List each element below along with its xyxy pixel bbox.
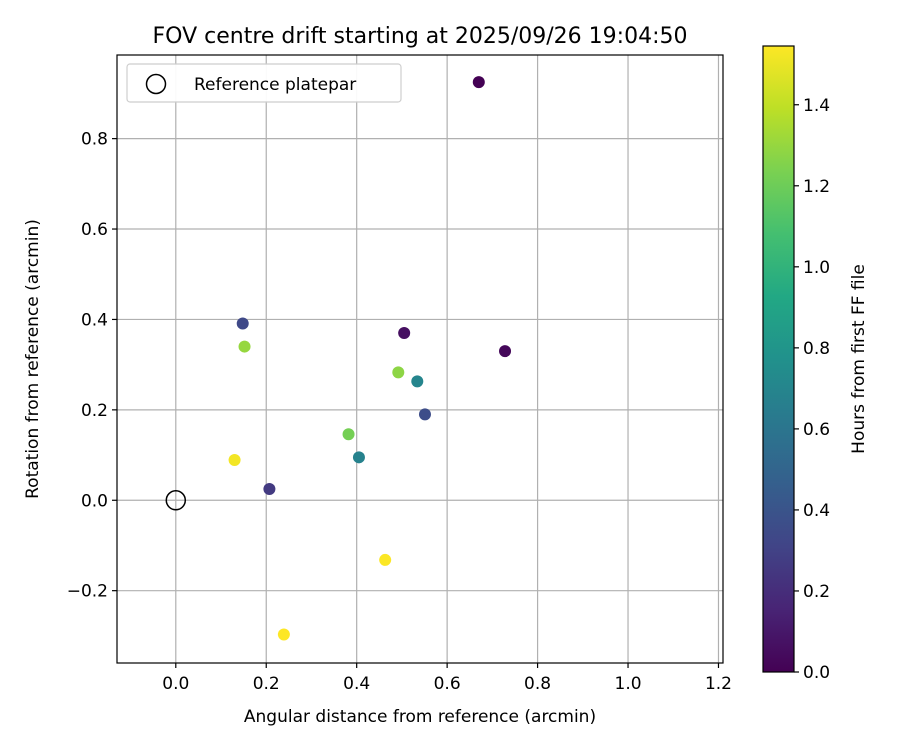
y-tick-label: 0.2 [81, 401, 108, 421]
x-tick-label: 1.2 [705, 674, 732, 694]
scatter-point [398, 327, 411, 340]
y-tick-label: 0.6 [81, 220, 108, 240]
x-tick-label: 0.0 [162, 674, 189, 694]
scatter-point [392, 366, 405, 379]
chart-title: FOV centre drift starting at 2025/09/26 … [153, 24, 688, 49]
legend-label: Reference platepar [194, 75, 356, 95]
data-points [228, 76, 512, 641]
legend-marker-icon [145, 73, 167, 95]
scatter-point [352, 451, 365, 464]
colorbar-tick-label: 0.0 [803, 663, 830, 683]
x-tick-label: 0.4 [343, 674, 370, 694]
scatter-point [499, 345, 512, 358]
x-tick-label: 0.2 [253, 674, 280, 694]
y-tick-label: 0.4 [81, 310, 108, 330]
x-axis-label: Angular distance from reference (arcmin) [244, 707, 596, 727]
y-axis-ticks: −0.2 0.0 0.2 0.4 0.6 0.8 [67, 130, 117, 602]
colorbar: 0.0 0.2 0.4 0.6 0.8 1.0 1.2 1.4 Hours from firs… [762, 45, 869, 683]
legend: Reference platepar [126, 63, 402, 103]
scatter-point [342, 428, 355, 441]
scatter-point [411, 375, 424, 388]
colorbar-tick-label: 0.8 [803, 339, 830, 359]
y-tick-label: 0.8 [81, 130, 108, 150]
scatter-point [236, 317, 249, 330]
colorbar-tick-label: 1.2 [803, 177, 830, 197]
plot-frame [116, 54, 724, 664]
colorbar-tick-label: 0.2 [803, 582, 830, 602]
x-axis-ticks: 0.0 0.2 0.4 0.6 0.8 1.0 1.2 [162, 663, 732, 694]
x-tick-label: 0.6 [434, 674, 461, 694]
x-tick-label: 1.0 [615, 674, 642, 694]
colorbar-tick-label: 1.0 [803, 258, 830, 278]
scatter-point [379, 553, 392, 566]
y-axis-label: Rotation from reference (arcmin) [23, 219, 43, 499]
scatter-point [238, 340, 251, 353]
reference-platepar-marker [165, 490, 187, 511]
colorbar-tick-label: 1.4 [803, 96, 830, 116]
y-tick-label: −0.2 [67, 582, 108, 602]
colorbar-tick-label: 0.4 [803, 501, 830, 521]
colorbar-gradient [762, 45, 795, 673]
scatter-point [263, 482, 276, 495]
colorbar-ticks: 0.0 0.2 0.4 0.6 0.8 1.0 1.2 1.4 [794, 96, 830, 683]
scatter-point [418, 408, 431, 421]
y-tick-label: 0.0 [81, 491, 108, 511]
x-tick-label: 0.8 [524, 674, 551, 694]
colorbar-tick-label: 0.6 [803, 420, 830, 440]
scatter-point [228, 454, 241, 467]
scatter-point [472, 76, 485, 89]
scatter-point [277, 628, 290, 641]
grid-lines [117, 55, 723, 663]
colorbar-label: Hours from first FF file [849, 264, 869, 454]
